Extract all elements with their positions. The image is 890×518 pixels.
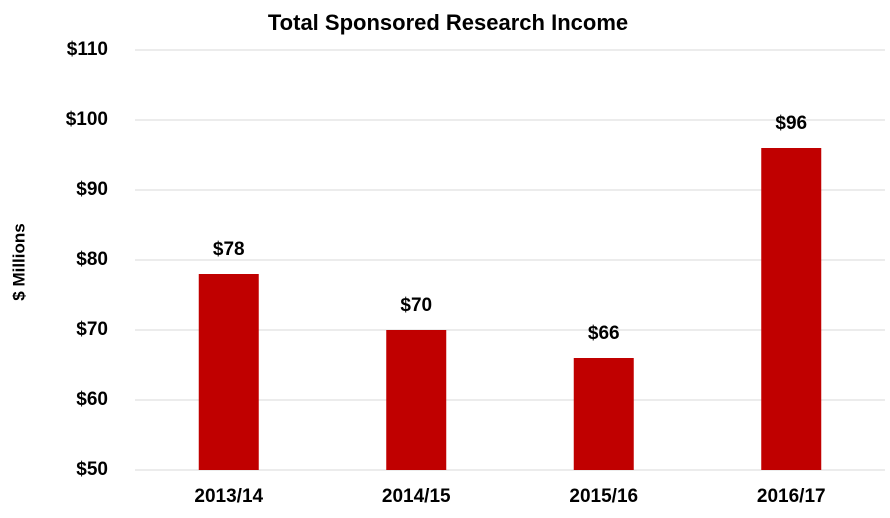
x-tick-label: 2014/15 xyxy=(382,486,451,507)
bar xyxy=(573,358,634,470)
data-label: $78 xyxy=(213,239,245,260)
data-label: $66 xyxy=(588,323,620,344)
y-tick-label: $100 xyxy=(66,109,108,130)
data-label: $70 xyxy=(400,295,432,316)
y-tick-label: $60 xyxy=(76,389,108,410)
bar xyxy=(761,148,822,470)
y-tick-label: $70 xyxy=(76,319,108,340)
x-tick-label: 2015/16 xyxy=(569,486,638,507)
y-tick-label: $80 xyxy=(76,249,108,270)
x-tick-label: 2016/17 xyxy=(757,486,826,507)
y-tick-label: $50 xyxy=(76,459,108,480)
y-tick-label: $90 xyxy=(76,179,108,200)
chart-title: Total Sponsored Research Income xyxy=(268,10,628,35)
y-axis-label: $ Millions xyxy=(9,223,28,300)
x-tick-label: 2013/14 xyxy=(194,486,263,507)
bar xyxy=(386,330,447,470)
bar xyxy=(198,274,259,470)
data-label: $96 xyxy=(775,113,807,134)
y-tick-label: $110 xyxy=(67,39,108,60)
